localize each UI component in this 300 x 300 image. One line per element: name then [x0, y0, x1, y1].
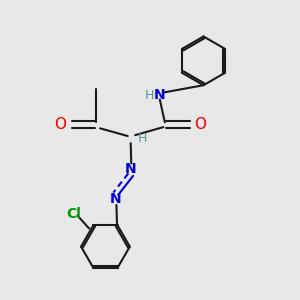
Text: Cl: Cl [67, 207, 81, 221]
Text: N: N [110, 192, 122, 206]
Text: N: N [125, 162, 136, 176]
Text: H: H [144, 88, 154, 101]
Text: N: N [154, 88, 166, 102]
Text: O: O [54, 117, 66, 132]
Text: O: O [194, 117, 206, 132]
Text: H: H [138, 132, 147, 145]
